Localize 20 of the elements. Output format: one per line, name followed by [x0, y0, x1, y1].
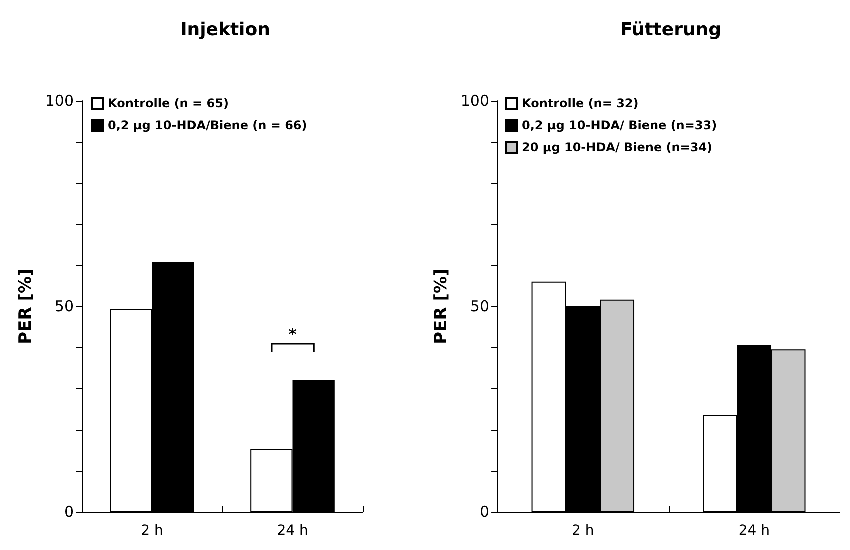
- y-axis-title: PER [%]: [432, 268, 452, 344]
- y-tick-label: 100: [45, 92, 74, 110]
- legend-label: 20 µg 10-HDA/ Biene (n=34): [522, 140, 713, 154]
- y-tick-label: 50: [470, 298, 490, 316]
- chart-title: Injektion: [180, 20, 270, 40]
- y-axis-title: PER [%]: [16, 268, 36, 344]
- x-tick-label: 2 h: [141, 523, 164, 539]
- legend-label: Kontrolle (n= 32): [522, 96, 639, 110]
- x-tick-label: 24 h: [277, 523, 308, 539]
- x-tick-label: 24 h: [738, 523, 770, 539]
- y-tick-label: 100: [460, 92, 490, 110]
- legend-label: Kontrolle (n = 65): [108, 96, 229, 110]
- y-tick-label: 50: [54, 298, 74, 316]
- x-tick-label: 2 h: [572, 523, 594, 539]
- chart-title: Fütterung: [620, 20, 722, 40]
- annotation: *: [288, 324, 298, 344]
- y-tick-label: 0: [64, 503, 74, 521]
- y-tick-label: 0: [480, 503, 490, 521]
- legend-label: 0,2 µg 10-HDA/Biene (n = 66): [108, 118, 308, 132]
- legend-label: 0,2 µg 10-HDA/ Biene (n=33): [522, 118, 718, 132]
